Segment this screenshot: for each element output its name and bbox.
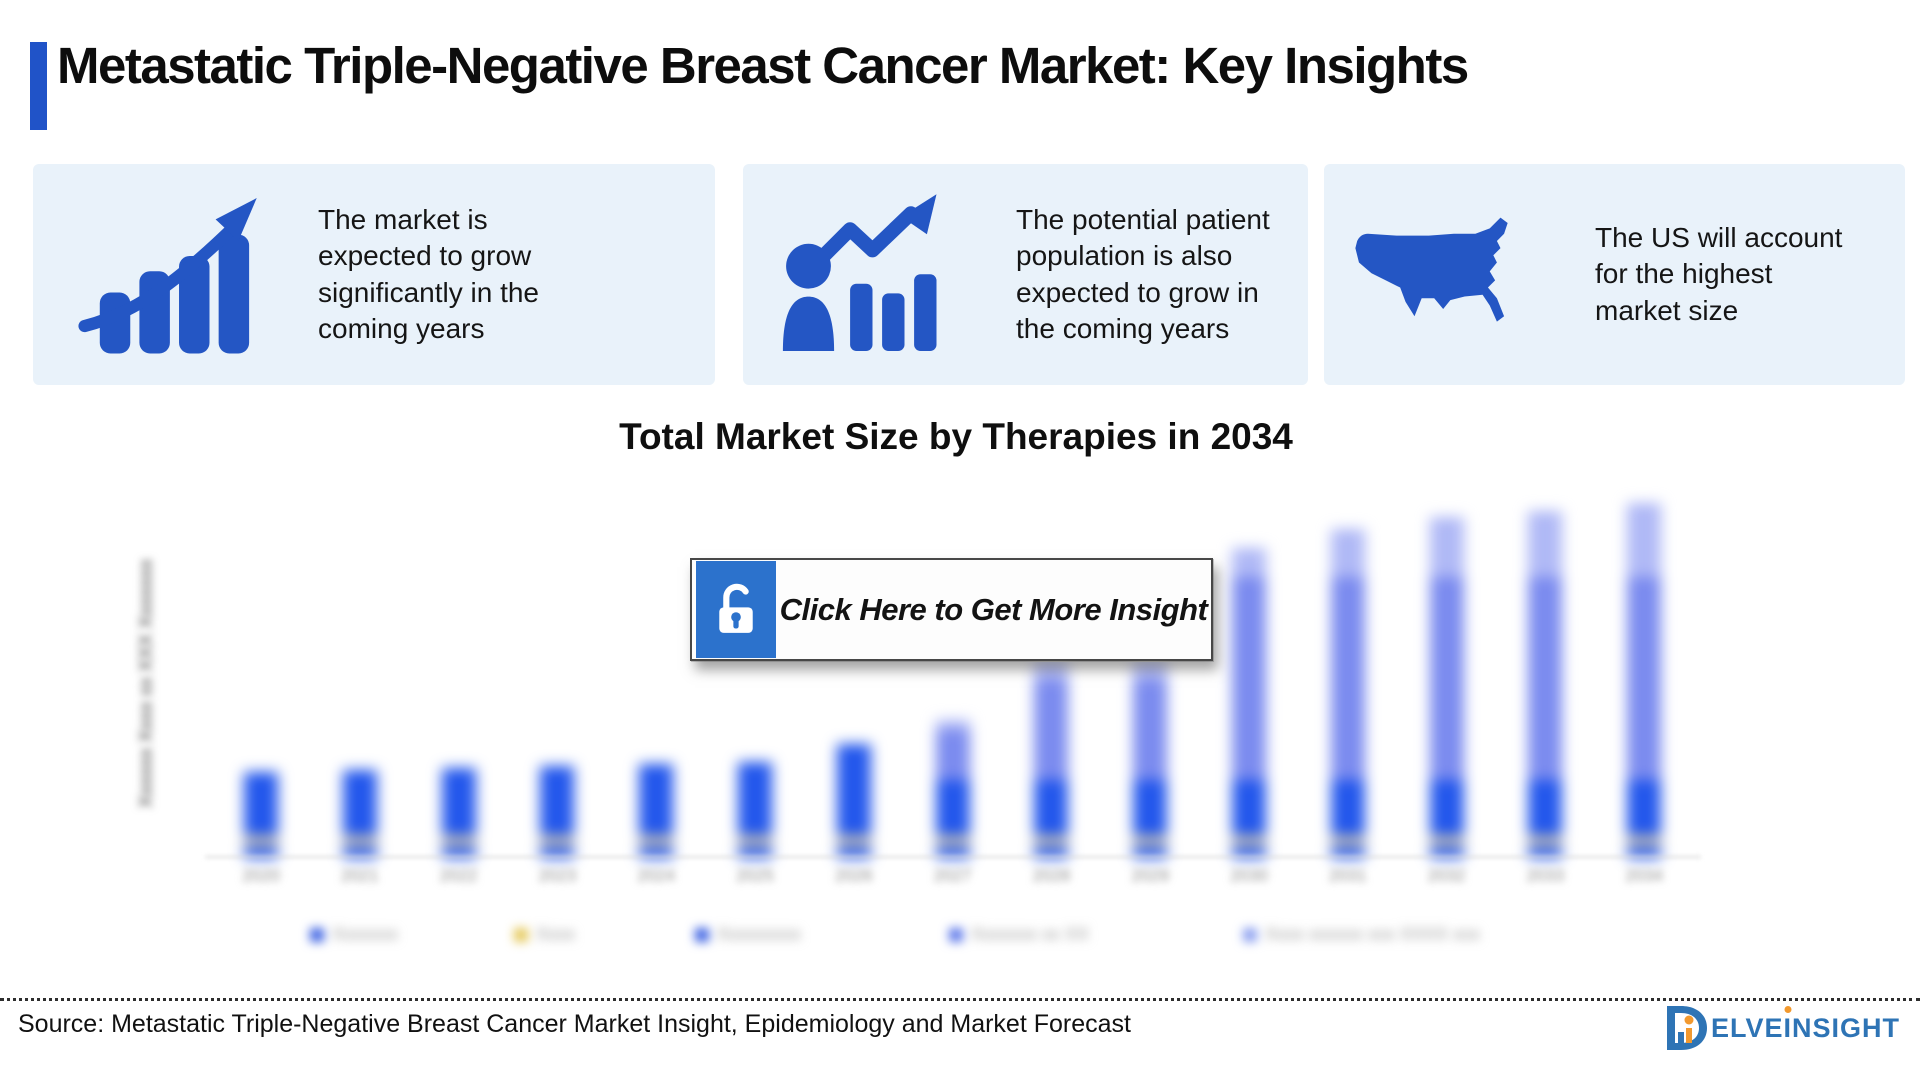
bar-2023 [540, 766, 575, 858]
x-tick-2020: 2020 [242, 866, 280, 885]
insight-card-text: The market is expected to grow significa… [318, 203, 540, 344]
x-tick-2034: 2034 [1625, 866, 1664, 885]
x-tick-2032: 2032 [1427, 866, 1466, 885]
x-tick-2029: 2029 [1131, 866, 1170, 885]
delveinsight-logo: ELVE INSIGHT [1665, 1004, 1900, 1054]
logo-i-dot [1784, 1006, 1792, 1013]
x-tick-2023: 2023 [538, 866, 577, 885]
title-accent-bar [30, 42, 47, 130]
bar-2025 [738, 762, 772, 858]
legend-item-4: Xxxxxxx xx XX [949, 924, 1089, 945]
bar-2030 [1232, 548, 1266, 858]
chart-title: Total Market Size by Therapies in 2034 [619, 416, 1293, 457]
delveinsight-wordmark: ELVE INSIGHT [1711, 1006, 1900, 1044]
plot-area [244, 503, 1662, 858]
x-tick-2022: 2022 [439, 866, 478, 885]
bar-2027 [935, 720, 970, 858]
bar-2033 [1528, 511, 1563, 858]
legend-label: Xxxxxxx [332, 924, 399, 944]
insight-card-market-growth: The market is expected to grow significa… [33, 164, 715, 385]
bar-2024 [639, 764, 674, 858]
legend-marker [514, 927, 528, 942]
legend-item-5: Xxxx xxxxxx xxx XXXX xxx [1243, 924, 1480, 945]
insight-card-us-market: The US will account for the highest mark… [1324, 164, 1905, 385]
cta-label: Click Here to Get More Insight [779, 591, 1208, 627]
growth-chart-icon [78, 197, 257, 353]
x-tick-2033: 2033 [1526, 866, 1565, 885]
patient-population-growth-icon [782, 193, 937, 351]
insight-card-text: The US will account for the highest mark… [1595, 221, 1843, 326]
x-tick-2021: 2021 [340, 866, 379, 885]
legend-item-1: Xxxxxxx [310, 924, 398, 945]
x-tick-2028: 2028 [1032, 866, 1071, 885]
x-tick-2024: 2024 [637, 866, 676, 885]
bar-2028 [1034, 660, 1069, 858]
bar-2029 [1133, 660, 1168, 858]
bar-2026 [836, 744, 871, 858]
legend-label: Xxxxxxxxx [717, 924, 802, 944]
legend-label: Xxxxxxx xx XX [971, 924, 1090, 944]
bar-2022 [441, 768, 476, 858]
x-axis-line [205, 856, 1701, 858]
x-tick-2025: 2025 [736, 866, 774, 885]
bar-2031 [1330, 529, 1365, 858]
page-title: Metastatic Triple-Negative Breast Cancer… [57, 37, 1469, 94]
legend-marker [1243, 927, 1257, 942]
legend-marker [695, 927, 709, 942]
x-axis-labels: 2020 2021 2022 2023 2024 2025 2026 2027 2028 2029… [0, 866, 1920, 892]
source-text: Source: Metastatic Triple-Negative Breas… [18, 1010, 1131, 1038]
x-tick-2031: 2031 [1328, 866, 1367, 885]
insight-card-text: The potential patient population is also… [1016, 203, 1270, 344]
delveinsight-d-icon [1666, 1006, 1707, 1050]
lock-icon [696, 561, 776, 658]
legend-marker [949, 927, 963, 942]
us-map-icon [1355, 217, 1508, 322]
footer-divider [0, 998, 1920, 1001]
bar-2020 [244, 772, 278, 858]
x-tick-2026: 2026 [834, 866, 873, 885]
insight-card-patient-population: The potential patient population is also… [743, 164, 1308, 385]
bar-2034 [1627, 503, 1662, 858]
x-tick-2027: 2027 [933, 866, 972, 885]
legend-marker [310, 927, 324, 942]
x-tick-2030: 2030 [1230, 866, 1268, 885]
legend-item-3: Xxxxxxxxx [695, 924, 801, 945]
legend-item-2: Xxxx [514, 924, 575, 945]
bar-2021 [342, 770, 377, 858]
legend-label: Xxxx [536, 924, 576, 944]
cta-button[interactable]: Click Here to Get More Insight [690, 558, 1213, 661]
legend-label: Xxxx xxxxxx xxx XXXX xxx [1265, 924, 1481, 944]
bar-2032 [1429, 517, 1464, 858]
chart-legend: Xxxxxxx Xxxx Xxxxxxxxx Xxxxxxx xx XX Xxxx xx… [0, 924, 1920, 958]
